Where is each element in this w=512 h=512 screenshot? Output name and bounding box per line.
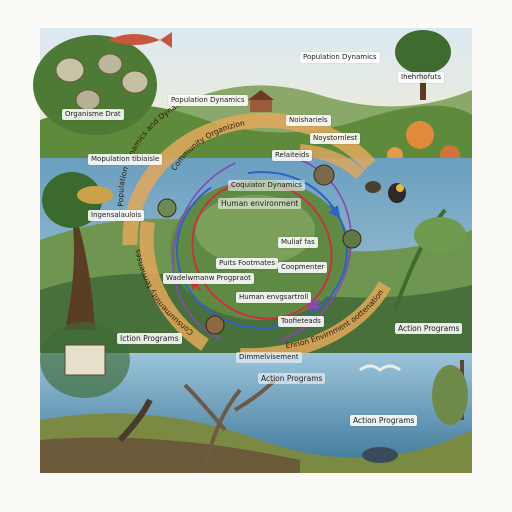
label-ingensalaulois: Ingensalaulois <box>88 210 145 221</box>
label-center-8: Toofieteads <box>278 316 324 327</box>
seabird-icon <box>359 364 401 372</box>
label-action-programs-left: Iction Programs <box>117 333 182 344</box>
label-population-dynamics-top: Population Dynamics <box>300 52 380 63</box>
farm-house <box>250 100 272 112</box>
label-noishariels: Noishariels <box>286 115 331 126</box>
arrow-cycle-purple <box>172 154 352 346</box>
meadow <box>40 104 472 158</box>
label-center-4: Puits Footmates <box>216 258 278 269</box>
label-population-dynamics-mid: Population Dynamics <box>168 95 248 106</box>
flower-icon <box>406 121 434 149</box>
label-center-7: Human envgsartroll <box>236 292 312 303</box>
label-relaiteids: Relaiteids <box>272 150 313 161</box>
fish-icon-left <box>77 186 113 204</box>
label-center-1: Coquiator Dynamics <box>228 180 305 191</box>
arrow-cycle-blue <box>176 171 348 329</box>
label-center-5: Coopmenter <box>278 262 328 273</box>
tree-trunk <box>65 200 95 330</box>
label-mopulation: Mopulation tibiaisle <box>88 154 163 165</box>
label-top-right: Ihehrhofuts <box>398 72 445 83</box>
hut-icon <box>64 344 106 376</box>
label-action-programs-bottom: Action Programs <box>258 373 326 384</box>
arc-band-left <box>139 220 209 351</box>
label-center-2: Human environment <box>218 198 302 209</box>
label-arc-bottom-left: Dimmelvisement <box>236 352 302 363</box>
fish-icon <box>108 32 172 48</box>
fish-bottom <box>362 447 398 463</box>
label-noystornlest: Noystornlest <box>310 133 361 144</box>
tree-icon <box>395 30 451 74</box>
label-action-programs-right: Action Programs <box>395 323 463 334</box>
label-center-3: Muliaf fas <box>278 237 318 248</box>
label-action-programs-lower-right: Action Programs <box>350 415 418 426</box>
label-center-6: Wadelwmanw Progpraot <box>163 273 254 284</box>
arrow-cycle-red <box>191 180 333 320</box>
label-organisme-drat: Organisme Drat <box>62 109 124 120</box>
